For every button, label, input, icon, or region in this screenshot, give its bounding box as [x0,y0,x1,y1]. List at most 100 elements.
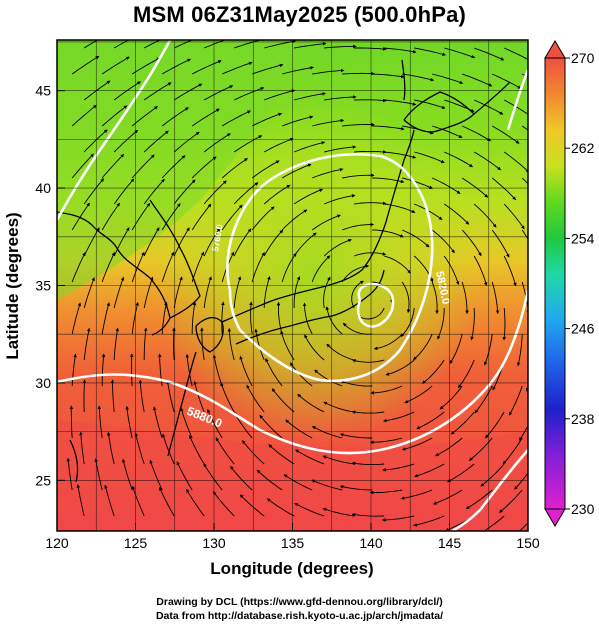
streamline [113,227,130,257]
streamline [173,83,203,101]
streamline [281,209,308,231]
streamline [101,353,106,386]
streamline [491,229,510,258]
streamline [191,60,222,75]
streamline [174,40,194,49]
streamline [203,463,223,491]
streamline [143,178,165,205]
streamline [521,125,528,131]
streamline [473,255,488,286]
streamline [351,280,364,309]
streamline [71,302,82,335]
streamline [220,382,235,413]
credit-data: Data from http://database.rish.kyoto-u.a… [155,610,444,622]
colorbar: 270 262 254 246 238 230 [544,40,595,527]
streamline [104,484,115,517]
streamline [450,411,475,435]
streamline [402,229,430,248]
streamline [249,301,253,335]
streamline [71,104,97,127]
streamline [101,105,128,127]
y-axis-ticks: 25 30 35 40 45 [35,83,65,488]
streamline [381,515,415,522]
streamline [227,327,235,361]
streamline [474,385,493,414]
y-axis-title: Latitude (degrees) [3,212,22,359]
streamline [294,42,327,49]
streamline [101,251,115,283]
streamline [304,334,325,361]
streamline [323,276,331,309]
contour-se [451,449,528,531]
streamline [233,135,263,153]
streamline [239,355,253,387]
streamline [322,507,355,517]
streamline [138,379,145,413]
streamline [131,202,151,231]
streamline [282,66,314,75]
streamline [384,255,411,274]
streamline [173,227,190,257]
colorbar-tick-label: 230 [571,501,595,517]
streamline [212,491,235,517]
streamline [342,222,375,231]
streamline [351,512,385,517]
streamline [131,251,145,283]
streamline [280,330,295,361]
streamline [400,489,433,500]
streamline [324,194,356,205]
streamline [339,485,373,491]
streamline [432,125,463,138]
streamline [264,89,296,101]
colorbar-body [544,57,566,510]
streamline [422,359,445,384]
streamline [323,238,352,257]
streamline [372,125,405,131]
streamline [352,359,385,363]
chart-title: MSM 06Z31May2025 (500.0hPa) [132,2,467,27]
streamline [499,489,523,513]
streamline [473,151,502,171]
streamline [113,178,135,205]
streamline [461,177,489,198]
streamline [373,333,403,351]
streamline [282,115,314,127]
streamline [221,301,225,335]
streamline [152,406,163,439]
streamline [161,155,186,179]
streamline [504,47,528,60]
streamline [311,255,331,283]
streamline [83,327,91,361]
streamline [351,461,385,466]
colorbar-tick-label: 254 [571,230,595,246]
streamline [383,411,415,423]
streamline [534,308,536,340]
streamline [83,40,99,49]
streamline [341,264,370,283]
streamline [101,302,110,335]
streamline [131,106,158,127]
streamline [461,281,469,315]
y-tick-label: 35 [35,278,51,294]
streamline [414,151,445,164]
coast-kyushu [195,316,224,353]
streamline [281,163,312,179]
streamline [503,255,517,287]
streamline [233,276,242,309]
streamline [465,489,493,510]
streamline [83,178,104,205]
streamline [189,435,205,465]
streamline [402,73,435,82]
streamline [143,227,160,257]
x-tick-label: 120 [45,535,69,551]
contour-5820 [226,152,434,383]
streamline [203,180,227,205]
streamline [311,426,343,439]
x-tick-label: 140 [359,535,383,551]
streamline [203,85,234,101]
coast-kurils [473,81,511,115]
streamline [185,353,193,387]
streamline [324,145,357,153]
streamline [516,333,523,367]
